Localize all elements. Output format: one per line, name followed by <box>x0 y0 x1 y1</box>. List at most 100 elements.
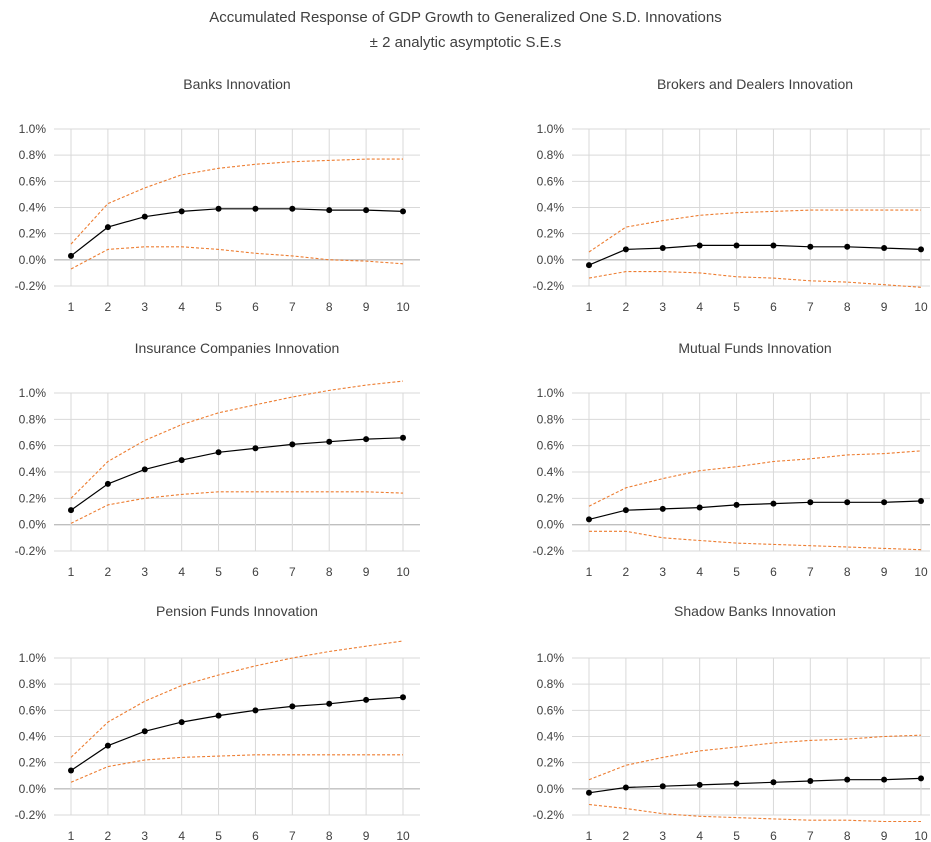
response-point <box>289 441 296 448</box>
x-tick-label: 9 <box>881 829 888 842</box>
response-point <box>918 497 924 504</box>
y-tick-label: 0.2% <box>537 756 565 770</box>
lower-band-line <box>588 271 922 288</box>
response-line <box>70 437 404 511</box>
response-point <box>881 776 888 783</box>
response-point <box>215 449 222 456</box>
x-tick-label: 5 <box>215 565 222 579</box>
x-tick-label: 3 <box>141 565 148 579</box>
response-point <box>659 505 666 512</box>
x-tick-label: 7 <box>807 565 814 579</box>
x-tick-label: 5 <box>733 300 740 314</box>
response-point <box>141 728 148 735</box>
upper-band-line <box>588 209 921 253</box>
response-point <box>104 742 111 749</box>
x-tick-label: 3 <box>141 300 148 314</box>
x-tick-label: 2 <box>623 565 630 579</box>
response-point <box>586 789 592 796</box>
upper-band-line <box>70 158 403 245</box>
y-tick-label: -0.2% <box>533 544 565 558</box>
response-point <box>586 516 592 523</box>
response-point <box>807 777 814 784</box>
x-tick-label: 7 <box>807 829 814 842</box>
x-tick-label: 7 <box>289 829 296 842</box>
response-point <box>770 779 777 786</box>
response-point <box>918 775 924 782</box>
x-tick-label: 10 <box>396 565 410 579</box>
response-point <box>696 781 703 788</box>
y-tick-label: 0.8% <box>19 148 47 162</box>
lower-band-line <box>589 530 922 551</box>
response-point <box>918 246 924 253</box>
response-point <box>733 242 740 249</box>
figure-title: Accumulated Response of GDP Growth to Ge… <box>209 9 722 26</box>
y-tick-label: 0.8% <box>537 412 565 426</box>
response-point <box>622 246 629 253</box>
x-tick-label: 9 <box>363 565 370 579</box>
response-point <box>68 767 74 774</box>
response-point <box>178 457 185 464</box>
response-point <box>326 207 333 214</box>
response-point <box>289 703 296 710</box>
y-tick-label: 0.4% <box>537 201 565 215</box>
x-tick-label: 1 <box>68 565 75 579</box>
x-tick-label: 5 <box>733 829 740 842</box>
response-point <box>68 252 74 259</box>
y-tick-label: 0.4% <box>19 465 47 479</box>
response-point <box>178 719 185 726</box>
y-tick-label: 0.0% <box>537 518 565 532</box>
x-tick-label: 9 <box>363 300 370 314</box>
x-tick-label: 9 <box>881 300 888 314</box>
x-tick-label: 3 <box>141 829 148 842</box>
y-tick-label: 0.0% <box>537 253 565 267</box>
y-tick-label: 0.4% <box>537 730 565 744</box>
x-tick-label: 10 <box>914 300 928 314</box>
x-tick-label: 1 <box>586 300 593 314</box>
response-line <box>70 208 404 257</box>
x-tick-label: 5 <box>215 829 222 842</box>
response-point <box>252 205 259 212</box>
response-point <box>400 694 406 701</box>
response-point <box>659 245 666 252</box>
x-tick-label: 7 <box>289 300 296 314</box>
y-tick-label: 0.2% <box>19 491 47 505</box>
response-point <box>326 700 333 707</box>
x-tick-label: 9 <box>363 829 370 842</box>
response-point <box>363 436 370 443</box>
upper-band-line <box>588 450 922 507</box>
x-tick-label: 8 <box>844 829 851 842</box>
y-tick-label: 0.0% <box>19 518 47 532</box>
response-point <box>844 243 851 250</box>
upper-band-line <box>588 734 922 781</box>
x-tick-label: 1 <box>586 829 593 842</box>
response-point <box>252 707 259 714</box>
response-point <box>696 242 703 249</box>
y-tick-label: 1.0% <box>19 651 47 665</box>
chart-title: Banks Innovation <box>183 76 290 92</box>
x-tick-label: 6 <box>252 300 259 314</box>
y-tick-label: 0.2% <box>19 756 47 770</box>
response-point <box>586 262 592 269</box>
x-tick-label: 8 <box>326 829 333 842</box>
response-point <box>881 499 888 506</box>
x-tick-label: 7 <box>807 300 814 314</box>
response-point <box>807 243 814 250</box>
x-tick-label: 6 <box>770 829 777 842</box>
y-tick-label: 1.0% <box>19 122 47 136</box>
y-tick-label: 0.8% <box>537 677 565 691</box>
response-point <box>733 780 740 787</box>
y-tick-label: 0.0% <box>19 253 47 267</box>
response-point <box>141 466 148 473</box>
response-point <box>696 504 703 511</box>
response-point <box>68 507 74 514</box>
x-tick-label: 10 <box>396 300 410 314</box>
y-tick-label: 0.6% <box>537 703 565 717</box>
response-line <box>588 244 922 266</box>
x-tick-label: 6 <box>770 300 777 314</box>
x-tick-label: 3 <box>659 829 666 842</box>
x-tick-label: 8 <box>844 300 851 314</box>
x-tick-label: 4 <box>696 829 703 842</box>
response-line <box>588 777 922 794</box>
